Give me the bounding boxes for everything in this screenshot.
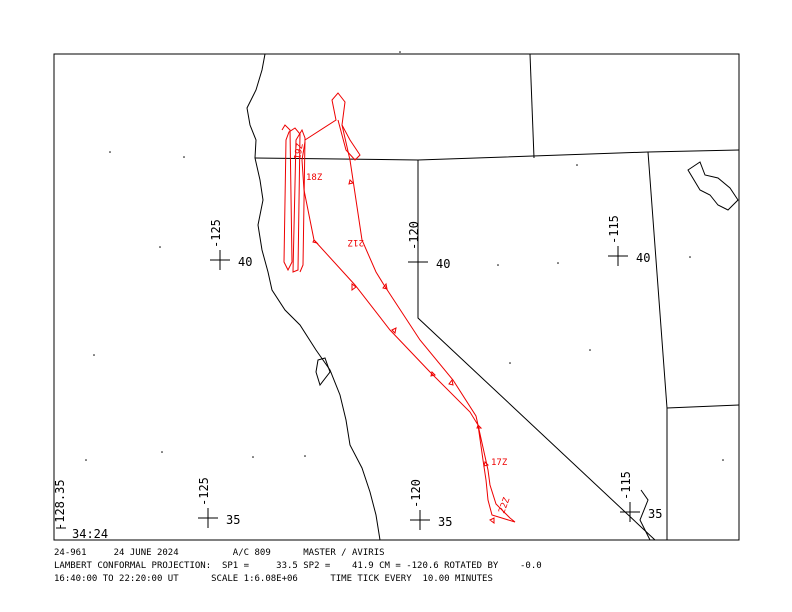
- labels: -125 40 -120 40 -115 40 -125 35 -120 35 -115 35 -128…: [53, 142, 662, 541]
- latitude-label: 35: [438, 515, 452, 529]
- latitude-label: 40: [436, 257, 450, 271]
- longitude-label: -120: [407, 221, 421, 250]
- state-border: [254, 149, 740, 161]
- time-label: 19Z: [293, 142, 306, 160]
- time-label: 21Z: [347, 237, 364, 247]
- footer-line: 24-961 24 JUNE 2024 A/C 809 MASTER / AVI…: [54, 548, 385, 558]
- longitude-label: -120: [409, 479, 423, 508]
- latitude-label: 35: [226, 513, 240, 527]
- bay: [315, 357, 331, 387]
- state-border: [529, 53, 535, 159]
- footer: 24-961 24 JUNE 2024 A/C 809 MASTER / AVI…: [54, 548, 542, 584]
- time-label: 18Z: [306, 173, 323, 183]
- lake: [687, 161, 739, 211]
- latitude-label: 40: [238, 255, 252, 269]
- footer-line: LAMBERT CONFORMAL PROJECTION: SP1 = 33.5…: [54, 561, 542, 571]
- state-border: [647, 151, 668, 540]
- state-border: [639, 489, 651, 541]
- longitude-label: -125: [209, 219, 223, 248]
- latitude-label: 35: [648, 507, 662, 521]
- time-label: 17Z: [491, 458, 508, 468]
- corner-longitude: -128.35: [53, 479, 67, 530]
- latitude-label: 40: [636, 251, 650, 265]
- longitude-label: -115: [619, 471, 633, 500]
- state-border: [666, 404, 740, 409]
- state-border: [417, 160, 656, 541]
- flight-track: [281, 92, 516, 524]
- coastline: [246, 53, 381, 541]
- footer-line: 16:40:00 TO 22:20:00 UT SCALE 1:6.08E+06…: [54, 574, 493, 584]
- dots: [85, 51, 724, 461]
- grid-crosses: [56, 246, 640, 530]
- corner-latitude: 34:24: [72, 527, 108, 541]
- map-frame: [53, 53, 740, 541]
- time-label: 22Z: [497, 496, 512, 515]
- longitude-label: -125: [197, 477, 211, 506]
- longitude-label: -115: [607, 215, 621, 244]
